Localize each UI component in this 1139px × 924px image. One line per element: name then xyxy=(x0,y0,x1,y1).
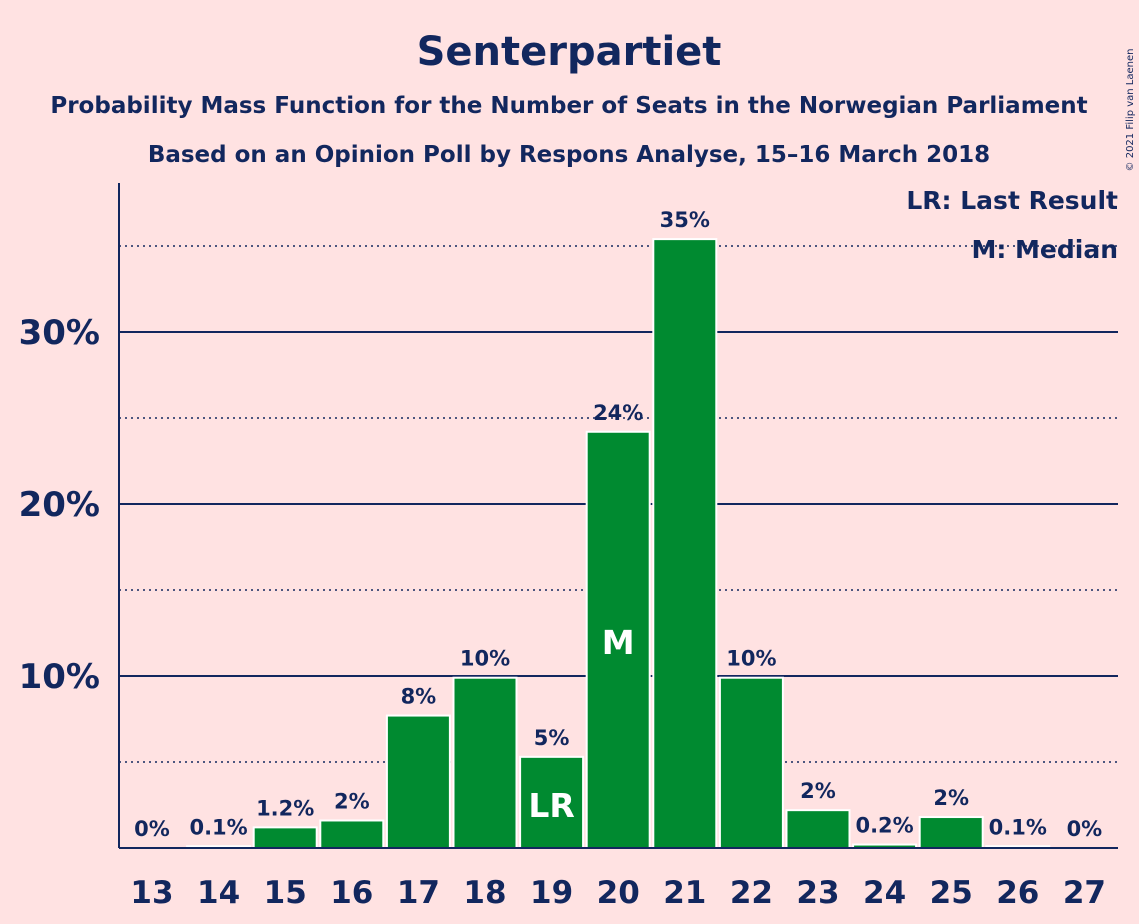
data-label: 24% xyxy=(593,401,643,425)
chart-title: Senterpartiet xyxy=(417,29,722,75)
x-tick-label: 21 xyxy=(663,875,706,911)
y-tick-label: 20% xyxy=(19,485,100,525)
x-tick-label: 14 xyxy=(197,875,240,911)
bar xyxy=(718,676,784,849)
bar xyxy=(918,816,984,849)
legend-last-result: LR: Last Result xyxy=(906,186,1118,215)
y-tick-label: 10% xyxy=(19,657,100,697)
bar xyxy=(585,430,651,849)
y-tick-label: 30% xyxy=(19,313,100,353)
chart-source: Based on an Opinion Poll by Respons Anal… xyxy=(148,142,990,168)
x-tick-label: 15 xyxy=(264,875,307,911)
data-label: 8% xyxy=(401,685,437,709)
bar-marker: M xyxy=(602,623,635,662)
data-label: 5% xyxy=(534,726,570,750)
x-tick-label: 25 xyxy=(930,875,973,911)
data-label: 35% xyxy=(660,208,710,232)
x-tick-label: 23 xyxy=(796,875,839,911)
bar xyxy=(452,676,518,849)
x-tick-label: 17 xyxy=(397,875,440,911)
bars: 0% 13 0.1% 14 1.2% 15 2% 16 8% 17 10% 18 5% LR 19 24% M 2… xyxy=(130,208,1106,911)
x-tick-label: 24 xyxy=(863,875,906,911)
bar xyxy=(785,809,851,849)
bar xyxy=(252,826,318,849)
data-label: 0.2% xyxy=(855,814,913,838)
data-label: 2% xyxy=(800,779,836,803)
bar xyxy=(385,714,451,849)
data-label: 2% xyxy=(933,786,969,810)
x-tick-label: 19 xyxy=(530,875,573,911)
x-tick-label: 20 xyxy=(597,875,640,911)
x-tick-label: 27 xyxy=(1063,875,1106,911)
axes xyxy=(118,183,1118,849)
copyright-note: © 2021 Filip van Laenen xyxy=(1125,49,1136,172)
data-label: 0.1% xyxy=(189,815,247,839)
gridlines: 10% 20% 30% xyxy=(19,245,1118,763)
data-label: 2% xyxy=(334,789,370,813)
x-tick-label: 16 xyxy=(330,875,373,911)
x-tick-label: 26 xyxy=(996,875,1039,911)
data-label: 1.2% xyxy=(256,796,314,820)
x-tick-label: 18 xyxy=(463,875,506,911)
data-label: 0.1% xyxy=(989,815,1047,839)
legend-median: M: Median xyxy=(971,235,1118,264)
x-tick-label: 13 xyxy=(130,875,173,911)
bar-marker: LR xyxy=(528,786,574,825)
bar xyxy=(652,238,718,849)
data-label: 0% xyxy=(1067,817,1103,841)
bar xyxy=(319,819,385,849)
x-tick-label: 22 xyxy=(730,875,773,911)
data-label: 0% xyxy=(134,817,170,841)
chart-subtitle: Probability Mass Function for the Number… xyxy=(50,93,1087,119)
data-label: 10% xyxy=(726,647,776,671)
data-label: 10% xyxy=(460,647,510,671)
